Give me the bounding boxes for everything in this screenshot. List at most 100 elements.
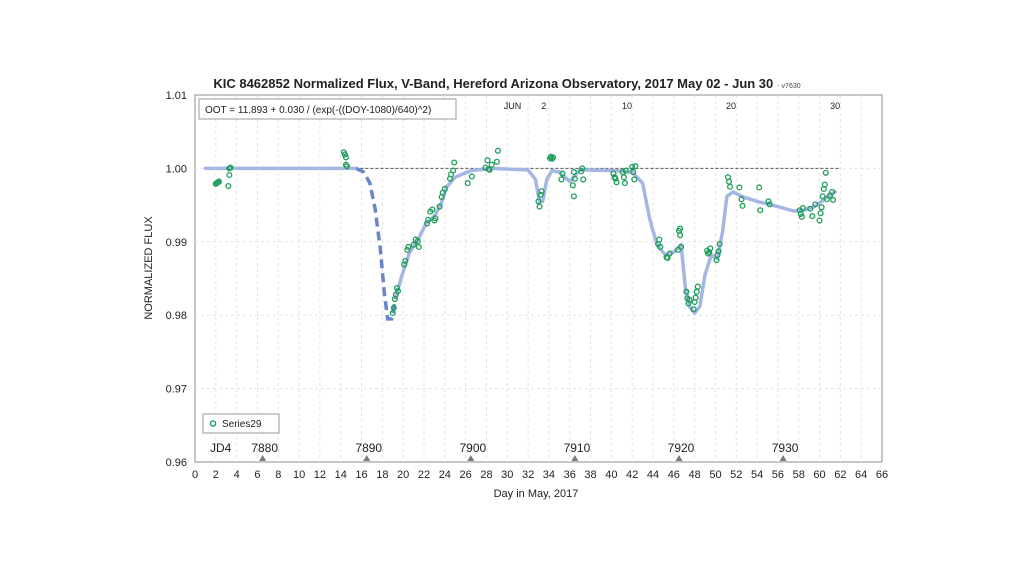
x-tick-label: 28 <box>480 469 492 481</box>
data-point <box>343 163 351 170</box>
data-point <box>821 181 828 188</box>
x-tick-label: 50 <box>709 469 721 481</box>
x-tick-label: 40 <box>605 469 617 481</box>
x-tick-label: 2 <box>213 469 219 481</box>
x-tick-label: 8 <box>275 469 281 481</box>
jd-marker-triangle <box>779 455 787 461</box>
data-point <box>550 154 557 161</box>
y-tick-label: 0.99 <box>166 237 187 249</box>
data-point <box>739 202 746 209</box>
data-point <box>342 154 349 161</box>
x-tick-label: 56 <box>772 469 784 481</box>
data-point <box>694 283 701 290</box>
jd-marker-label: 7880 <box>251 441 278 455</box>
data-point <box>807 205 814 212</box>
data-point <box>809 213 816 220</box>
month-labels: JUN 2 10 20 30 <box>504 101 840 111</box>
legend-marker <box>209 420 217 427</box>
data-point <box>436 203 443 210</box>
data-point <box>830 196 837 204</box>
y-tick-label: 0.96 <box>166 457 187 469</box>
x-tick-label: 18 <box>376 469 388 481</box>
x-tick-label: 48 <box>689 469 701 481</box>
data-point <box>405 243 412 250</box>
data-point <box>393 284 400 292</box>
data-point <box>738 196 745 203</box>
data-point <box>726 183 734 190</box>
data-point <box>819 193 826 200</box>
data-point <box>559 170 566 177</box>
data-point <box>656 236 663 243</box>
chart-title-group: KIC 8462852 Normalized Flux, V-Band, Her… <box>213 76 800 91</box>
legend: Series29 <box>202 413 280 434</box>
data-point <box>756 184 763 191</box>
x-tick-label: 52 <box>730 469 742 481</box>
jd-markers: 7880 7890 7900 7910 7920 7930 <box>251 441 799 461</box>
model-curve-dashed <box>355 166 398 321</box>
x-tick-label: 42 <box>626 469 638 481</box>
data-point <box>822 169 829 176</box>
x-tick-label: 60 <box>813 469 825 481</box>
month-label: 10 <box>622 101 632 111</box>
data-point <box>215 178 222 185</box>
data-point <box>816 217 823 224</box>
jd-marker-triangle <box>363 455 371 461</box>
x-tick-label: 32 <box>522 469 534 481</box>
x-tick-label: 30 <box>501 469 513 481</box>
data-point <box>630 169 637 176</box>
jd-marker-label: 7900 <box>459 441 486 455</box>
data-point <box>612 175 619 182</box>
month-label: 30 <box>830 101 840 111</box>
x-tick-label: 16 <box>355 469 367 481</box>
x-tick-label: 54 <box>751 469 763 481</box>
data-point <box>578 168 585 175</box>
data-point <box>610 170 617 177</box>
x-tick-label: 20 <box>397 469 409 481</box>
chart-title: KIC 8462852 Normalized Flux, V-Band, Her… <box>213 76 800 91</box>
data-point <box>715 248 722 255</box>
y-tick-label: 0.98 <box>166 310 187 322</box>
data-point <box>812 201 819 208</box>
data-point <box>799 204 806 212</box>
data-point <box>736 184 743 191</box>
data-point <box>621 180 628 187</box>
data-series <box>212 147 837 317</box>
jd-marker-label: 7910 <box>564 441 591 455</box>
plot-area <box>194 94 883 463</box>
data-point <box>631 176 638 183</box>
data-point <box>818 204 825 211</box>
chart-title-main: KIC 8462852 Normalized Flux, V-Band, Her… <box>213 76 773 91</box>
data-point <box>394 287 402 295</box>
x-tick-label: 36 <box>564 469 576 481</box>
x-tick-label: 38 <box>584 469 596 481</box>
data-point <box>692 294 699 301</box>
data-point <box>429 206 436 213</box>
data-point <box>686 296 693 303</box>
x-tick-label: 44 <box>647 469 659 481</box>
data-point <box>613 179 620 186</box>
data-point <box>441 185 448 193</box>
jd-marker-label: 7890 <box>355 441 382 455</box>
data-point <box>707 245 714 252</box>
x-tick-label: 14 <box>335 469 347 481</box>
data-point <box>468 173 475 180</box>
data-point <box>677 232 684 239</box>
x-tick-label: 66 <box>876 469 888 481</box>
x-tick-label: 0 <box>192 469 198 481</box>
data-point <box>414 238 421 245</box>
month-label: 20 <box>726 101 736 111</box>
data-point <box>706 249 713 256</box>
x-tick-label: 24 <box>439 469 451 481</box>
x-tick-label: 34 <box>543 469 555 481</box>
data-point <box>432 215 439 222</box>
month-label: JUN <box>504 101 522 111</box>
data-point <box>797 210 804 217</box>
data-point <box>622 167 629 174</box>
data-point <box>828 188 836 195</box>
data-point <box>569 182 576 189</box>
data-point <box>225 182 232 190</box>
data-point <box>341 151 348 158</box>
data-point <box>817 210 824 217</box>
data-point <box>685 300 692 307</box>
